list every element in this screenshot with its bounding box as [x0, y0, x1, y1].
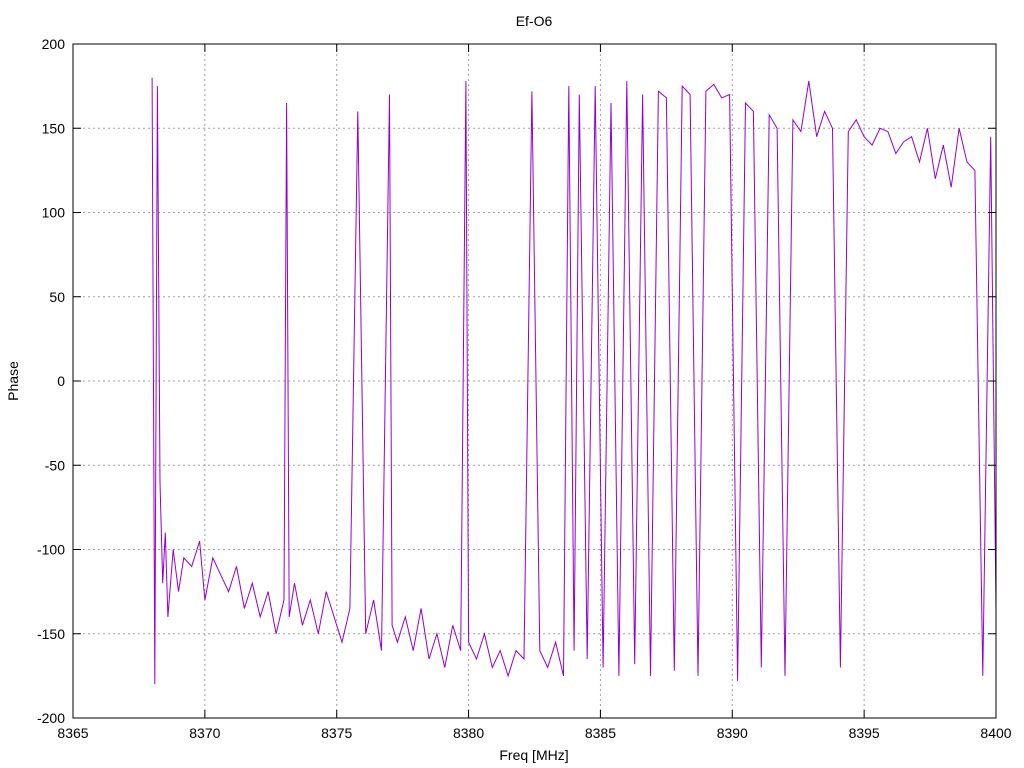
- plot-area: [151, 77, 997, 685]
- y-tick-label: -50: [45, 457, 65, 473]
- y-tick-label: -200: [37, 710, 65, 726]
- x-tick-label: 8375: [321, 725, 352, 741]
- x-tick-label: 8370: [189, 725, 220, 741]
- y-tick-label: 100: [42, 205, 66, 221]
- x-tick-label: 8390: [717, 725, 748, 741]
- y-tick-label: -150: [37, 626, 65, 642]
- x-tick-label: 8395: [849, 725, 880, 741]
- x-axis-label: Freq [MHz]: [499, 747, 568, 763]
- x-tick-label: 8400: [980, 725, 1011, 741]
- x-tick-label: 8385: [585, 725, 616, 741]
- y-tick-label: 150: [42, 120, 66, 136]
- y-tick-label: 200: [42, 36, 66, 52]
- ticks: 8365 8370 8375 8380 8385 8390 8395 8400 -200 -150…: [37, 36, 1012, 741]
- series-line-0: [151, 77, 997, 685]
- chart-title: Ef-O6: [516, 13, 553, 29]
- y-axis-label: Phase: [5, 361, 21, 401]
- y-tick-label: -100: [37, 542, 65, 558]
- x-tick-label: 8380: [453, 725, 484, 741]
- x-tick-label: 8365: [57, 725, 88, 741]
- y-tick-label: 0: [57, 373, 65, 389]
- y-tick-label: 50: [49, 289, 65, 305]
